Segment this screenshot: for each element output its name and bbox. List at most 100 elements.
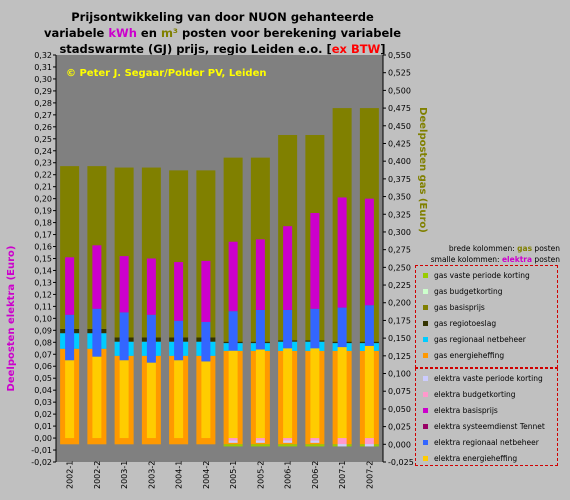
elektra-bar-elektra-vaste-periode-korting: [283, 440, 293, 443]
legend-label: elektra budgetkorting: [434, 390, 516, 399]
elektra-bar-elektra-basisprijs: [201, 260, 211, 322]
left-tick-label: 0,02: [34, 410, 52, 419]
legend-elektra: elektra vaste periode korting elektra bud…: [415, 368, 558, 466]
plot-area: [56, 55, 383, 462]
gas-bar-gas-basisprijs: [169, 170, 189, 338]
watermark: © Peter J. Segaar/Polder PV, Leiden: [66, 68, 266, 79]
legend-gas: gas vaste periode korting gas budgetkorti…: [415, 265, 558, 368]
left-tick-label: 0,30: [34, 75, 52, 84]
right-tick-label: 0,200: [388, 299, 411, 308]
left-tick-label: 0,23: [34, 159, 52, 168]
left-tick-label: 0,14: [34, 266, 52, 275]
right-tick-label: 0,150: [388, 334, 411, 343]
left-tick-label: 0,10: [34, 314, 52, 323]
left-tick-label: 0,28: [34, 99, 52, 108]
legend-swatch: [423, 392, 428, 397]
elektra-bar-elektra-regionaal-netbeheer: [228, 311, 238, 351]
note-wide-columns: brede kolommen: gas posten: [448, 244, 560, 253]
elektra-bar-elektra-basisprijs: [174, 262, 184, 321]
left-tick-label: 0,24: [34, 147, 52, 156]
left-tick-label: 0,26: [34, 123, 52, 132]
right-tick-label: 0,400: [388, 157, 411, 166]
left-tick-label: 0,09: [34, 326, 52, 335]
left-tick-label: 0,27: [34, 111, 52, 120]
elektra-bar-elektra-regionaal-netbeheer: [146, 314, 156, 363]
legend-label: elektra energieheffing: [434, 454, 518, 463]
elektra-bar-elektra-energieheffing: [364, 345, 374, 439]
category-label: 2007-1: [338, 461, 347, 489]
elektra-bar-elektra-energieheffing: [65, 360, 75, 439]
elektra-bar-elektra-basisprijs: [119, 256, 129, 313]
elektra-bar-elektra-basisprijs: [255, 239, 265, 310]
left-tick-label: 0,32: [34, 51, 52, 60]
gas-bar-gas-basisprijs: [60, 166, 80, 329]
left-tick-label: 0,08: [34, 338, 52, 347]
category-label: 2005-1: [229, 461, 238, 489]
left-tick-label: 0,31: [34, 63, 52, 72]
title-line-1: Prijsontwikkeling van door NUON gehantee…: [71, 10, 374, 24]
gas-bar-gas-basisprijs: [114, 167, 134, 338]
right-tick-label: 0,550: [388, 51, 411, 60]
right-tick-label: 0,250: [388, 263, 411, 272]
elektra-bar-elektra-budgetkorting: [255, 438, 265, 441]
elektra-bar-elektra-vaste-periode-korting: [228, 440, 238, 443]
elektra-bar-elektra-energieheffing: [174, 360, 184, 439]
elektra-bar-elektra-regionaal-netbeheer: [364, 305, 374, 346]
left-tick-label: 0,11: [34, 302, 52, 311]
elektra-bar-elektra-basisprijs: [146, 258, 156, 315]
right-tick-label: 0,075: [388, 387, 411, 396]
elektra-bar-elektra-budgetkorting: [283, 438, 293, 441]
category-label: 2006-1: [284, 461, 293, 489]
right-tick-label: 0,425: [388, 139, 411, 148]
category-label: 2005-2: [256, 461, 265, 489]
left-tick-label: 0,13: [34, 278, 52, 287]
title-kwh: kWh: [108, 26, 137, 40]
category-strip: [56, 462, 383, 492]
right-tick-label: 0,175: [388, 316, 411, 325]
elektra-bar-elektra-regionaal-netbeheer: [119, 312, 129, 361]
right-tick-label: 0,025: [388, 423, 411, 432]
elektra-bar-elektra-regionaal-netbeheer: [174, 320, 184, 361]
category-label: 2004-2: [202, 461, 211, 489]
right-tick-label: 0,100: [388, 370, 411, 379]
elektra-bar-elektra-budgetkorting: [310, 438, 320, 441]
right-tick-label: 0,450: [388, 122, 411, 131]
right-tick-label: 0,525: [388, 69, 411, 78]
left-tick-label: 0,07: [34, 350, 52, 359]
elektra-bar-elektra-vaste-periode-korting: [337, 444, 347, 447]
title-line-2: variabele kWh en m³ posten voor berekeni…: [43, 26, 402, 40]
left-tick-label: 0,12: [34, 290, 52, 299]
left-tick-label: 0,05: [34, 374, 52, 383]
chart-title: Prijsontwikkeling van door NUON gehantee…: [0, 9, 445, 57]
right-tick-label: 0,475: [388, 104, 411, 113]
elektra-bar-elektra-budgetkorting: [228, 438, 238, 441]
right-tick-label: 0,325: [388, 210, 411, 219]
right-tick-label: 0,275: [388, 246, 411, 255]
right-tick-label: 0,125: [388, 352, 411, 361]
legend-swatch: [423, 337, 428, 342]
category-label: 2002-1: [66, 461, 75, 489]
elektra-bar-elektra-basisprijs: [228, 241, 238, 312]
legend-swatch: [423, 456, 428, 461]
legend-swatch: [423, 289, 428, 294]
elektra-bar-elektra-regionaal-netbeheer: [201, 321, 211, 362]
category-label: 2003-1: [120, 461, 129, 489]
legend-swatch: [423, 273, 428, 278]
left-tick-label: 0,29: [34, 87, 52, 96]
elektra-bar-elektra-regionaal-netbeheer: [65, 314, 75, 361]
legend-label: gas vaste periode korting: [434, 271, 530, 280]
left-tick-label: 0,21: [34, 183, 52, 192]
left-tick-label: 0,04: [34, 386, 52, 395]
right-tick-label: 0,000: [388, 440, 411, 449]
elektra-bar-elektra-energieheffing: [337, 347, 347, 439]
note-narrow-columns: smalle kolommen: elektra posten: [430, 255, 560, 264]
legend-label: gas basisprijs: [434, 303, 485, 312]
elektra-bar-elektra-energieheffing: [146, 362, 156, 439]
left-tick-label: -0,01: [31, 446, 52, 455]
gas-bar-gas-basisprijs: [196, 170, 216, 338]
elektra-bar-elektra-energieheffing: [310, 348, 320, 439]
gas-bar-gas-vaste-periode-korting: [250, 444, 270, 447]
elektra-bar-elektra-energieheffing: [283, 348, 293, 439]
elektra-bar-elektra-energieheffing: [255, 349, 265, 439]
left-tick-label: 0,16: [34, 243, 52, 252]
